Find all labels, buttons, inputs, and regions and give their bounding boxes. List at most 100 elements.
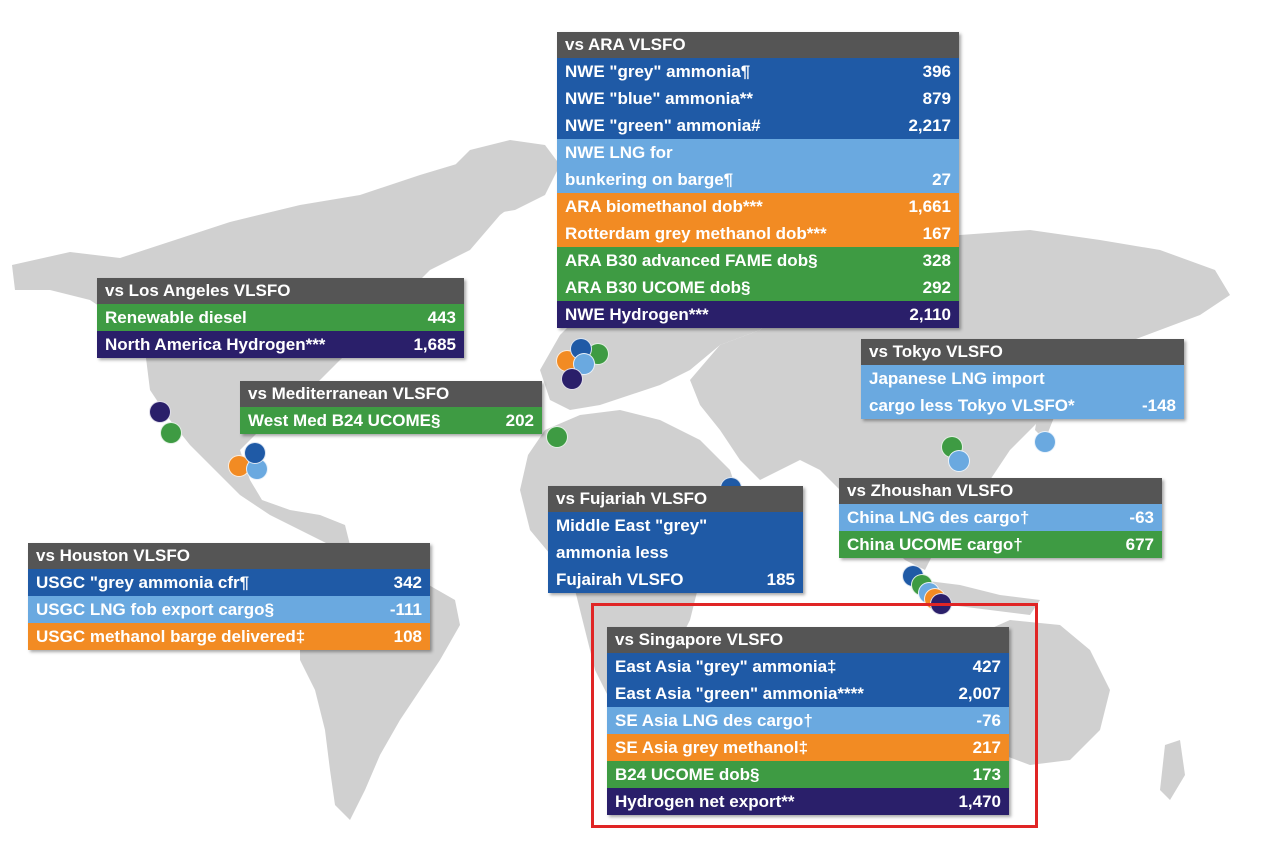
panel-row: USGC methanol barge delivered‡ 108 [28, 623, 430, 650]
row-value: 185 [766, 570, 795, 589]
row-label: SE Asia LNG des cargo† [615, 711, 813, 730]
row-value: 2,217 [908, 116, 951, 135]
row-label: Renewable diesel [105, 308, 247, 327]
row-value: 396 [922, 62, 951, 81]
row-label: SE Asia grey methanol‡ [615, 738, 809, 757]
panel-row: East Asia "green" ammonia**** 2,007 [607, 680, 1009, 707]
row-label: NWE LNG for bunkering on barge¶ [565, 143, 734, 189]
row-value: 27 [932, 170, 951, 189]
panel-row: North America Hydrogen*** 1,685 [97, 331, 464, 358]
panel-row: China UCOME cargo† 677 [839, 531, 1162, 558]
marker-los-angeles-2[interactable] [160, 422, 182, 444]
row-value: 202 [505, 411, 534, 430]
row-label: USGC LNG fob export cargo§ [36, 600, 275, 619]
row-value: -111 [389, 600, 422, 619]
marker-houston-3[interactable] [244, 442, 266, 464]
panel-title: vs Zhoushan VLSFO [839, 478, 1162, 504]
panel-singapore: vs Singapore VLSFO East Asia "grey" ammo… [607, 627, 1009, 815]
new-zealand-landmass [1160, 740, 1185, 800]
panel-row: Japanese LNG import cargo less Tokyo VLS… [861, 365, 1184, 419]
panel-row: West Med B24 UCOME§ 202 [240, 407, 542, 434]
greenland-landmass [445, 140, 560, 215]
panel-zhoushan: vs Zhoushan VLSFO China LNG des cargo† -6… [839, 478, 1162, 558]
row-label: NWE "blue" ammonia** [565, 89, 754, 108]
row-value: 108 [393, 627, 422, 646]
row-value: 217 [972, 738, 1001, 757]
row-label: NWE "green" ammonia# [565, 116, 761, 135]
panel-tokyo: vs Tokyo VLSFO Japanese LNG import cargo… [861, 339, 1184, 419]
panel-row: ARA biomethanol dob*** 1,661 [557, 193, 959, 220]
row-value: 342 [393, 573, 422, 592]
panel-title: vs Tokyo VLSFO [861, 339, 1184, 365]
panel-row: NWE "grey" ammonia¶ 396 [557, 58, 959, 85]
row-value: -76 [976, 711, 1001, 730]
row-value: 879 [922, 89, 951, 108]
panel-row: SE Asia LNG des cargo† -76 [607, 707, 1009, 734]
panel-title: vs Mediterranean VLSFO [240, 381, 542, 407]
southeast-asia-islands-landmass [920, 580, 1040, 615]
panel-title: vs Los Angeles VLSFO [97, 278, 464, 304]
panel-row: East Asia "grey" ammonia‡ 427 [607, 653, 1009, 680]
panel-title: vs ARA VLSFO [557, 32, 959, 58]
marker-los-angeles-1[interactable] [149, 401, 171, 423]
row-value: 292 [922, 278, 951, 297]
panel-houston: vs Houston VLSFO USGC "grey ammonia cfr¶… [28, 543, 430, 650]
row-label: East Asia "grey" ammonia‡ [615, 657, 837, 676]
row-label: Rotterdam grey methanol dob*** [565, 224, 827, 243]
row-label: Hydrogen net export** [615, 792, 795, 811]
row-label: West Med B24 UCOME§ [248, 411, 441, 430]
row-label: ARA B30 advanced FAME dob§ [565, 251, 818, 270]
row-value: 1,661 [908, 197, 951, 216]
row-value: 2,110 [909, 305, 951, 324]
panel-row: NWE LNG for bunkering on barge¶ 27 [557, 139, 959, 193]
panel-row: USGC "grey ammonia cfr¶ 342 [28, 569, 430, 596]
row-label: East Asia "green" ammonia**** [615, 684, 864, 703]
panel-row: NWE "blue" ammonia** 879 [557, 85, 959, 112]
marker-tokyo[interactable] [1034, 431, 1056, 453]
row-label: USGC "grey ammonia cfr¶ [36, 573, 250, 592]
panel-los-angeles: vs Los Angeles VLSFO Renewable diesel 443… [97, 278, 464, 358]
row-value: 2,007 [958, 684, 1001, 703]
row-label: North America Hydrogen*** [105, 335, 326, 354]
panel-title: vs Singapore VLSFO [607, 627, 1009, 653]
panel-row: Rotterdam grey methanol dob*** 167 [557, 220, 959, 247]
panel-row: NWE "green" ammonia# 2,217 [557, 112, 959, 139]
panel-title: vs Fujariah VLSFO [548, 486, 803, 512]
panel-title: vs Houston VLSFO [28, 543, 430, 569]
row-value: -148 [1141, 396, 1176, 415]
panel-row: Hydrogen net export** 1,470 [607, 788, 1009, 815]
row-label: NWE "grey" ammonia¶ [565, 62, 751, 81]
row-value: 1,685 [413, 335, 456, 354]
panel-row: Renewable diesel 443 [97, 304, 464, 331]
row-value: 427 [972, 657, 1001, 676]
singapore-highlight-box [591, 603, 1038, 828]
marker-ara-5[interactable] [561, 368, 583, 390]
row-value: 173 [972, 765, 1001, 784]
row-value: 1,470 [958, 792, 1001, 811]
row-label: China LNG des cargo† [847, 508, 1030, 527]
row-value: 328 [922, 251, 951, 270]
panel-row: B24 UCOME dob§ 173 [607, 761, 1009, 788]
row-value: -63 [1129, 508, 1154, 527]
panel-row: NWE Hydrogen*** 2,110 [557, 301, 959, 328]
panel-mediterranean: vs Mediterranean VLSFO West Med B24 UCOM… [240, 381, 542, 434]
row-label: ARA B30 UCOME dob§ [565, 278, 751, 297]
panel-row: SE Asia grey methanol‡ 217 [607, 734, 1009, 761]
panel-row: USGC LNG fob export cargo§ -111 [28, 596, 430, 623]
panel-fujairah: vs Fujariah VLSFO Middle East "grey" amm… [548, 486, 803, 593]
panel-row: ARA B30 advanced FAME dob§ 328 [557, 247, 959, 274]
row-label: B24 UCOME dob§ [615, 765, 760, 784]
marker-zhoushan-2[interactable] [948, 450, 970, 472]
panel-ara: vs ARA VLSFO NWE "grey" ammonia¶ 396 NWE "… [557, 32, 959, 328]
panel-row: Middle East "grey" ammonia less Fujairah… [548, 512, 803, 593]
row-label: USGC methanol barge delivered‡ [36, 627, 306, 646]
row-value: 443 [427, 308, 456, 327]
row-value: 167 [922, 224, 951, 243]
marker-mediterranean[interactable] [546, 426, 568, 448]
panel-row: ARA B30 UCOME dob§ 292 [557, 274, 959, 301]
row-value: 677 [1125, 535, 1154, 554]
row-label: Middle East "grey" ammonia less Fujairah… [556, 516, 708, 589]
row-label: NWE Hydrogen*** [565, 305, 709, 324]
row-label: China UCOME cargo† [847, 535, 1023, 554]
panel-row: China LNG des cargo† -63 [839, 504, 1162, 531]
